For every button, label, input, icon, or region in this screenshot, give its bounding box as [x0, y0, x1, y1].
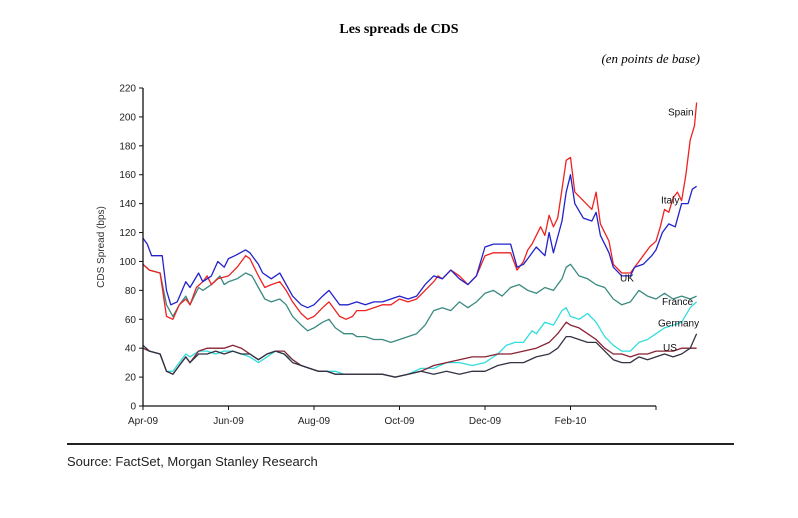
- series-line-italy: [142, 174, 697, 309]
- series-layer: [142, 102, 698, 378]
- y-tick-label: 60: [125, 315, 137, 326]
- y-tick-label: 160: [119, 170, 136, 181]
- series-line-germany: [142, 333, 698, 378]
- x-tick-label: Jun-09: [213, 416, 244, 427]
- x-tick-label: Dec-09: [469, 416, 502, 427]
- y-tick-label: 0: [130, 402, 136, 413]
- series-label-uk: UK: [620, 274, 634, 285]
- y-tick-label: 180: [119, 141, 136, 152]
- series-label-france: France: [662, 297, 694, 308]
- axis-layer: 0 20 40 60 80 100 120 140 160 180 200 220 Apr-09 Jun-…: [119, 84, 657, 427]
- x-tick-label: Aug-09: [298, 416, 331, 427]
- series-label-us: US: [663, 343, 677, 354]
- cds-spread-chart: 0 20 40 60 80 100 120 140 160 180 200 220 Apr-09 Jun-…: [96, 84, 699, 428]
- series-line-spain: [142, 102, 698, 320]
- x-tick-label: Apr-09: [128, 416, 158, 427]
- x-tick-label: Oct-09: [384, 416, 414, 427]
- y-tick-label: 20: [125, 373, 137, 384]
- series-label-germany: Germany: [658, 319, 699, 330]
- y-tick-label: 140: [119, 199, 136, 210]
- page-subtitle: (en points de base): [601, 51, 700, 66]
- series-line-france: [142, 301, 698, 378]
- x-tick-label: Feb-10: [555, 416, 587, 427]
- y-tick-label: 220: [119, 84, 136, 95]
- y-tick-label: 40: [125, 344, 137, 355]
- series-label-italy: Italy: [661, 196, 679, 207]
- y-axis-title: CDS Spread (bps): [96, 206, 107, 288]
- divider-rule: [67, 443, 734, 445]
- source-note: Source: FactSet, Morgan Stanley Research: [67, 454, 318, 469]
- y-tick-label: 80: [125, 286, 137, 297]
- series-label-spain: Spain: [668, 107, 694, 118]
- series-labels: Spain Italy UK France Germany US: [620, 107, 699, 354]
- series-line-uk: [142, 263, 697, 344]
- y-tick-label: 120: [119, 228, 136, 239]
- y-tick-label: 200: [119, 112, 136, 123]
- page-title: Les spreads de CDS: [339, 22, 459, 37]
- y-tick-label: 100: [119, 257, 136, 268]
